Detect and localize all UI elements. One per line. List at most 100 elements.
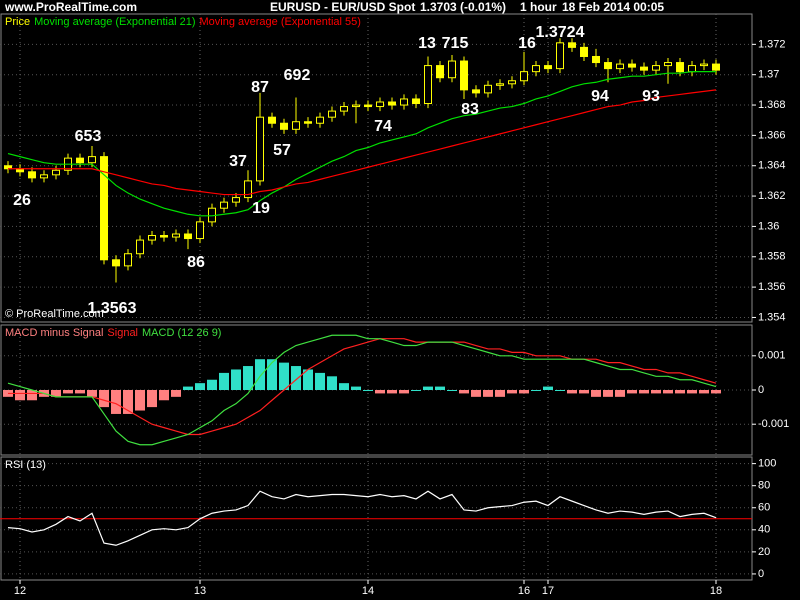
annotation: 1.3724 <box>536 24 585 41</box>
legend-entry: Signal <box>107 327 138 339</box>
line <box>8 89 717 196</box>
candle-body <box>184 233 192 240</box>
candle-body <box>364 104 372 108</box>
annotation: 94 <box>591 88 609 105</box>
histogram-bar <box>75 390 85 394</box>
legend-entry: MACD minus Signal <box>5 327 103 339</box>
y-tick-label: -0.001 <box>758 418 789 430</box>
candle-body <box>76 157 84 164</box>
y-tick-label: 1.368 <box>758 99 786 111</box>
histogram-bar <box>387 390 397 394</box>
histogram-bar <box>243 366 253 390</box>
y-tick-label: 80 <box>758 480 770 492</box>
candle-body <box>460 60 468 91</box>
histogram-bar <box>411 390 421 391</box>
candle-body <box>88 156 96 164</box>
candle-body <box>484 84 492 94</box>
candle-body <box>52 169 60 176</box>
histogram-bar <box>543 386 553 390</box>
histogram-bar <box>279 362 289 390</box>
candle-body <box>328 110 336 118</box>
annotation: 93 <box>642 88 660 105</box>
line <box>7 334 717 446</box>
histogram-bar <box>99 390 109 408</box>
timeframe: 1 hour <box>520 0 557 14</box>
y-tick-label: 1.36 <box>758 220 779 232</box>
histogram-bar <box>135 390 145 411</box>
annotation: 13 <box>418 35 436 52</box>
histogram-bar <box>519 390 529 394</box>
histogram-bar <box>687 390 697 394</box>
last-price: 1.3703 (-0.01%) <box>420 0 506 14</box>
histogram-bar <box>627 390 637 394</box>
histogram-bar <box>183 386 193 390</box>
histogram-bar <box>471 390 481 397</box>
instrument: EURUSD - EUR/USD Spot <box>270 0 415 14</box>
histogram-bar <box>423 386 433 390</box>
histogram-bar <box>231 369 241 390</box>
candle-body <box>220 201 228 209</box>
annotation: 1.3563 <box>88 300 137 317</box>
annotation: 19 <box>252 200 270 217</box>
histogram-bar <box>123 390 133 414</box>
histogram-bar <box>159 390 169 401</box>
candle-body <box>664 62 672 67</box>
candle-body <box>652 65 660 71</box>
candle-body <box>148 235 156 241</box>
y-tick-label: 1.356 <box>758 281 786 293</box>
y-tick-label: 100 <box>758 458 776 470</box>
annotation: 74 <box>374 118 392 135</box>
candle-body <box>604 62 612 70</box>
candle-body <box>268 116 276 124</box>
candle-body <box>580 46 588 57</box>
candle-body <box>244 180 252 199</box>
histogram-bar <box>507 390 517 394</box>
legend-entry: Price <box>5 16 30 28</box>
histogram-bar <box>567 390 577 394</box>
histogram-bar <box>579 390 589 394</box>
histogram-bar <box>327 376 337 390</box>
x-tick-label: 18 <box>710 585 722 597</box>
y-tick-label: 1.37 <box>758 69 779 81</box>
candle-body <box>280 122 288 130</box>
histogram-bar <box>435 386 445 390</box>
histogram-bar <box>399 390 409 394</box>
histogram-bar <box>603 390 613 397</box>
candle-body <box>640 66 648 71</box>
candle-body <box>508 80 516 85</box>
histogram-bar <box>111 390 121 414</box>
y-tick-label: 1.358 <box>758 251 786 263</box>
candle-body <box>532 65 540 73</box>
candle-body <box>160 235 168 238</box>
histogram-bar <box>171 390 181 397</box>
histogram-bar <box>675 390 685 394</box>
candle-body <box>292 121 300 130</box>
candle-body <box>340 106 348 112</box>
y-tick-label: 60 <box>758 502 770 514</box>
x-tick-label: 16 <box>518 585 530 597</box>
legend-entry: Moving average (Exponential 55) <box>200 16 361 28</box>
candle-body <box>424 65 432 105</box>
line <box>7 490 717 546</box>
pane-frame <box>0 13 753 323</box>
candle-body <box>304 121 312 124</box>
candle-body <box>448 60 456 79</box>
histogram-bar <box>639 390 649 394</box>
y-tick-label: 1.362 <box>758 190 786 202</box>
line <box>7 71 716 217</box>
annotation: 26 <box>13 192 31 209</box>
candle-body <box>568 42 576 48</box>
histogram-bar <box>495 390 505 397</box>
candle-body <box>124 253 132 267</box>
candle-body <box>436 65 444 79</box>
histogram-bar <box>555 390 565 391</box>
candle-body <box>520 71 528 82</box>
candle-body <box>196 221 204 240</box>
histogram-bar <box>219 372 229 390</box>
candle-body <box>28 171 36 179</box>
candle-body <box>40 174 48 179</box>
y-tick-label: 1.366 <box>758 129 786 141</box>
histogram-bar <box>87 390 97 397</box>
histogram-bar <box>459 390 469 394</box>
